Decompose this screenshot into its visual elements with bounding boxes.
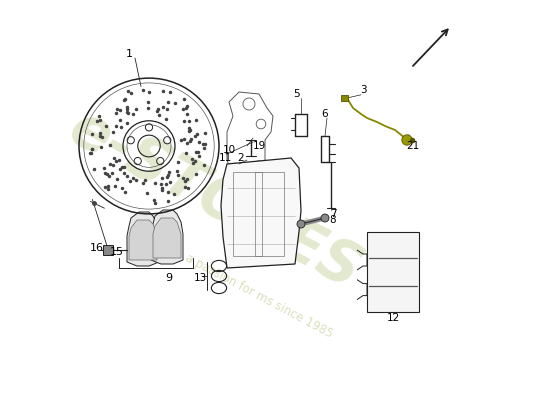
Text: 5: 5 [294,89,300,99]
Bar [103,245,113,255]
Polygon shape [127,212,159,266]
Polygon shape [151,210,183,264]
Bar [341,95,348,101]
Bar [255,172,284,256]
Circle shape [321,214,329,222]
Bar [367,232,419,312]
Text: 2: 2 [238,153,244,163]
Polygon shape [153,218,181,258]
Text: 1: 1 [125,49,133,59]
Text: 11: 11 [218,153,232,163]
Circle shape [297,220,305,228]
Text: 15: 15 [110,247,124,257]
Text: 10: 10 [222,145,235,155]
Text: 7: 7 [329,209,336,219]
Text: 9: 9 [166,273,173,283]
Text: 6: 6 [322,109,328,119]
Circle shape [402,135,412,145]
Text: e-STORES: e-STORES [59,99,371,301]
Polygon shape [221,158,301,268]
Text: 21: 21 [406,141,420,151]
Text: 12: 12 [386,313,400,323]
Text: 13: 13 [194,273,207,283]
Text: 3: 3 [360,85,366,95]
Bar [233,172,262,256]
Text: 8: 8 [329,215,336,225]
Text: a passion for ms since 1985: a passion for ms since 1985 [183,252,335,340]
Text: 19: 19 [253,141,266,151]
Text: 16: 16 [90,243,104,253]
Polygon shape [129,220,157,260]
